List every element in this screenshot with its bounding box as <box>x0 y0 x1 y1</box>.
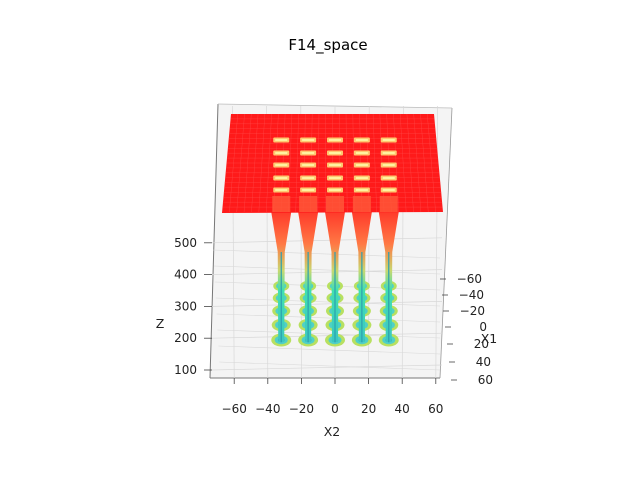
plateau-hole-core <box>302 189 315 191</box>
plateau-hole-core <box>382 152 395 154</box>
y-tick-label: −40 <box>459 288 484 302</box>
y-tick-label: 60 <box>478 373 493 387</box>
z-tick-label: 300 <box>174 299 197 313</box>
z-gridline <box>211 237 443 244</box>
y-tick-label: 40 <box>476 355 491 369</box>
x-tick-label: 20 <box>361 402 376 416</box>
z-gridline <box>211 269 443 275</box>
funnel-mouth <box>379 196 398 212</box>
plateau-hole-core <box>329 164 341 166</box>
plateau-hole-core <box>302 177 315 179</box>
y-gridline <box>215 297 441 307</box>
y-gridline <box>217 329 441 339</box>
y-gridline <box>213 265 441 275</box>
plateau-hole-core <box>355 152 368 154</box>
funnel-mouth <box>352 196 371 212</box>
z-tick-label: 500 <box>174 236 197 250</box>
y-gridline <box>212 249 441 259</box>
funnel-mouth <box>272 196 291 212</box>
z-gridline <box>211 301 443 307</box>
plateau-hole-core <box>302 164 315 166</box>
plateau-hole-core <box>355 189 368 191</box>
plateau-hole-core <box>275 152 288 154</box>
plateau-hole-core <box>382 177 395 179</box>
z-gridline <box>211 364 443 371</box>
surface <box>222 113 443 347</box>
y-tick-label: −20 <box>460 304 485 318</box>
plateau-hole-core <box>329 139 341 141</box>
right-edge-line <box>439 107 453 379</box>
x-axis-ticks: −60 −40 −20 0 20 40 60 <box>222 378 443 416</box>
x-tick-label: −60 <box>222 402 247 416</box>
plateau-hole-core <box>355 164 368 166</box>
plateau-hole-core <box>329 189 341 191</box>
funnel-mouth <box>299 196 318 212</box>
plateau-hole-core <box>275 139 288 141</box>
plateau-hole-core <box>275 177 288 179</box>
funnel-mouth <box>326 196 344 212</box>
x-axis-label: X2 <box>324 424 341 439</box>
plateau-hole-core <box>302 139 315 141</box>
plateau-hole-core <box>329 152 341 154</box>
x-tick-label: 0 <box>331 402 339 416</box>
y-gridline <box>219 361 441 371</box>
y-axis-label: X1 <box>481 331 498 346</box>
plateau-hole-core <box>355 139 368 141</box>
z-axis-line <box>209 103 219 379</box>
x-tick-label: −20 <box>289 402 314 416</box>
y-tick-label: −60 <box>457 272 482 286</box>
y-gridline <box>216 313 441 323</box>
z-tick-label: 100 <box>174 363 197 377</box>
x-tick-label: 60 <box>428 402 443 416</box>
x-tick-label: −40 <box>255 402 280 416</box>
plateau-hole-core <box>382 189 395 191</box>
plateau-surface <box>222 113 443 213</box>
foxhole-funnels <box>271 212 399 342</box>
z-gridline <box>211 332 443 339</box>
z-axis-label: Z <box>156 316 165 331</box>
z-axis-ticks: 100 200 300 400 500 <box>174 236 212 377</box>
y-tick-label: 0 <box>479 320 487 334</box>
plateau-hole-core <box>329 177 341 179</box>
plateau-hole-core <box>275 164 288 166</box>
y-gridline <box>218 345 441 355</box>
z-tick-label: 200 <box>174 331 197 345</box>
x-tick-label: 40 <box>395 402 410 416</box>
plateau-hole-core <box>382 139 395 141</box>
z-tick-label: 400 <box>174 268 197 282</box>
chart-title: F14_space <box>288 36 367 55</box>
plateau-hole-core <box>302 152 315 154</box>
plateau-hole-core <box>382 164 395 166</box>
y-tick-label: 20 <box>474 337 489 351</box>
y-axis-ticks: −60 −40 −20 0 20 40 60 <box>440 272 493 387</box>
plateau-hole-core <box>275 189 288 191</box>
plateau-hole-core <box>355 177 368 179</box>
